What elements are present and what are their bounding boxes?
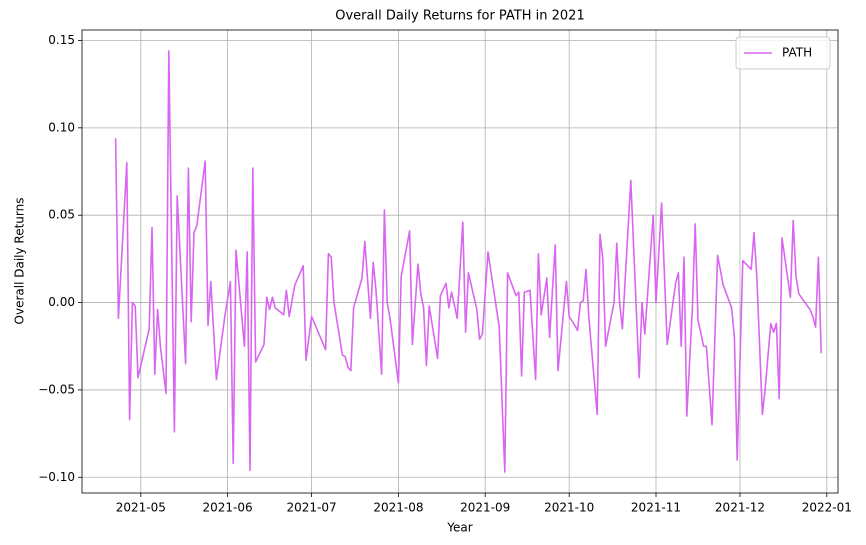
x-tick-label: 2022-01 bbox=[802, 501, 852, 515]
y-axis-label: Overall Daily Returns bbox=[13, 198, 27, 325]
data-line bbox=[114, 50, 822, 473]
plot-frame bbox=[81, 29, 839, 494]
x-tick-label: 2021-08 bbox=[373, 501, 423, 515]
y-tick-label: 0.10 bbox=[48, 120, 75, 134]
axes: 2021-05 2021-06 2021-07 2021-08 2021-09 2021-… bbox=[38, 33, 852, 515]
x-tick-label: 2021-12 bbox=[715, 501, 765, 515]
y-tick-label: −0.10 bbox=[38, 470, 75, 484]
y-tick-label: 0.05 bbox=[48, 208, 75, 222]
plot bbox=[114, 50, 822, 473]
x-tick-label: 2021-06 bbox=[203, 501, 253, 515]
x-tick-label: 2021-09 bbox=[460, 501, 510, 515]
x-tick-label: 2021-07 bbox=[287, 501, 337, 515]
x-tick-label: 2021-10 bbox=[544, 501, 594, 515]
legend-label: PATH bbox=[782, 46, 812, 60]
y-tick-label: 0.15 bbox=[48, 33, 75, 47]
x-tick-label: 2021-05 bbox=[116, 501, 166, 515]
chart-title: Overall Daily Returns for PATH in 2021 bbox=[335, 9, 584, 24]
y-tick-label: 0.00 bbox=[48, 295, 75, 309]
legend-box bbox=[735, 36, 831, 70]
x-axis-label: Year bbox=[446, 521, 472, 535]
x-tick-label: 2021-11 bbox=[631, 501, 681, 515]
y-tick-label: −0.05 bbox=[38, 382, 75, 396]
legend: PATH bbox=[735, 36, 831, 70]
